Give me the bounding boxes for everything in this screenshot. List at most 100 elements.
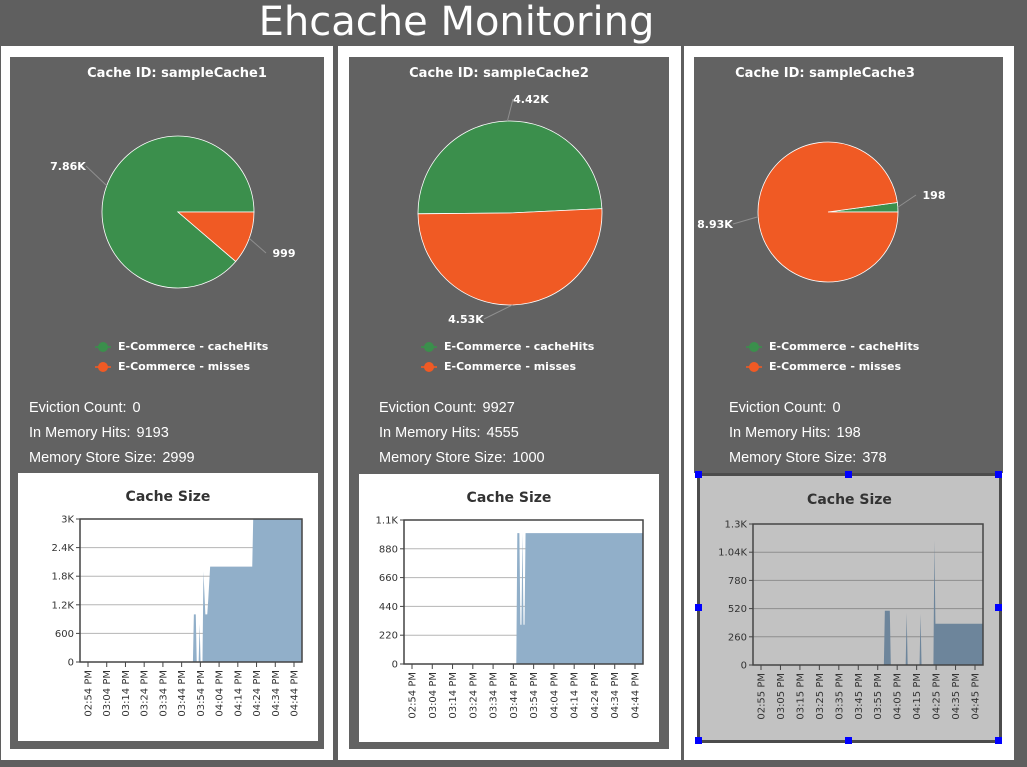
resize-handle-top-right[interactable]: [995, 471, 1002, 478]
x-tick-label: 04:05 PM: [893, 673, 904, 720]
pie-legend-2: E-Commerce - cacheHits E-Commerce - miss…: [420, 337, 594, 377]
resize-handle-left[interactable]: [695, 604, 702, 611]
page-title: Ehcache Monitoring: [258, 0, 655, 45]
pie-legend-1: E-Commerce - cacheHits E-Commerce - miss…: [94, 337, 268, 377]
cache-title-3: Cache ID: sampleCache3: [735, 66, 915, 81]
resize-handle-bottom[interactable]: [845, 737, 852, 744]
x-tick-label: 04:34 PM: [610, 672, 621, 719]
x-tick-label: 02:54 PM: [408, 672, 419, 719]
hits-misses-pie-chart-1: 7.86K 999: [50, 135, 295, 289]
y-tick-label: 600: [55, 629, 74, 640]
cache-size-chart-title: Cache Size: [125, 489, 211, 505]
misses-legend-icon: [746, 362, 762, 372]
y-tick-label: 260: [728, 632, 747, 643]
x-tick-label: 03:25 PM: [815, 673, 826, 720]
eviction-count-stat: Eviction Count: 0: [29, 400, 141, 416]
cache-title-1: Cache ID: sampleCache1: [87, 66, 267, 81]
x-tick-label: 03:35 PM: [834, 673, 845, 720]
cache-size-area-series[interactable]: [80, 519, 302, 662]
cache-size-area-series[interactable]: [753, 540, 983, 665]
legend-item-hits[interactable]: E-Commerce - cacheHits: [94, 337, 268, 357]
pie-slice-hits[interactable]: [417, 120, 603, 215]
x-tick-label: 03:24 PM: [140, 670, 151, 717]
cache-stats-2: Eviction Count: 9927 In Memory Hits: 4555 …: [379, 396, 545, 471]
y-tick-label: 1.8K: [52, 572, 75, 583]
legend-item-misses[interactable]: E-Commerce - misses: [745, 357, 919, 377]
resize-handle-top[interactable]: [845, 471, 852, 478]
y-tick-label: 1.1K: [376, 516, 399, 527]
x-tick-label: 03:24 PM: [468, 672, 479, 719]
x-tick-label: 04:15 PM: [912, 673, 923, 720]
pie-label-connector: [732, 216, 759, 225]
x-tick-label: 04:45 PM: [971, 673, 982, 720]
pie-label-connector: [85, 165, 108, 186]
pie-data-label: 4.42K: [513, 93, 549, 106]
x-tick-label: 03:54 PM: [529, 672, 540, 719]
y-tick-label: 440: [379, 602, 398, 613]
legend-item-misses[interactable]: E-Commerce - misses: [420, 357, 594, 377]
hits-misses-pie-chart-2: 4.42K 4.53K: [417, 93, 603, 326]
cache-size-area-series[interactable]: [404, 533, 643, 664]
pie-data-label: 198: [923, 189, 946, 202]
x-tick-label: 04:44 PM: [631, 672, 642, 719]
eviction-count-stat: Eviction Count: 0: [729, 400, 841, 416]
x-tick-label: 04:34 PM: [271, 670, 282, 717]
y-tick-label: 520: [728, 604, 747, 615]
y-tick-label: 1.3K: [725, 520, 748, 531]
cache-size-chart-1[interactable]: Cache Size 0 600 1.2K 1.8K 2.4K 3K 02:54 PM 03:…: [18, 473, 318, 741]
plot-area-border: [79, 518, 303, 663]
x-tick-label: 02:55 PM: [757, 673, 768, 720]
x-tick-label: 04:24 PM: [590, 672, 601, 719]
pie-legend-3: E-Commerce - cacheHits E-Commerce - miss…: [745, 337, 919, 377]
x-tick-label: 03:44 PM: [509, 672, 520, 719]
cache-size-chart-title: Cache Size: [807, 492, 892, 508]
misses-legend-icon: [421, 362, 437, 372]
plot-area-border: [752, 523, 984, 666]
legend-item-hits[interactable]: E-Commerce - cacheHits: [745, 337, 919, 357]
x-tick-label: 03:55 PM: [873, 673, 884, 720]
pie-label-connector: [483, 304, 513, 320]
cache-stats-1: Eviction Count: 0 In Memory Hits: 9193 Mem…: [29, 396, 195, 471]
x-tick-label: 04:24 PM: [252, 670, 263, 717]
x-tick-label: 03:05 PM: [776, 673, 787, 720]
pie-label-connector: [248, 237, 267, 254]
x-tick-label: 03:04 PM: [102, 670, 113, 717]
hits-legend-icon: [95, 342, 111, 352]
pie-slice-misses[interactable]: [417, 208, 603, 306]
x-tick-label: 04:04 PM: [549, 672, 560, 719]
cache-size-area-chart: 0 220 440 660 880 1.1K 02:54 PM 03:04 PM 03:14 P…: [376, 516, 644, 719]
y-tick-label: 880: [379, 544, 398, 555]
pie-data-label: 4.53K: [448, 313, 484, 326]
x-tick-label: 03:44 PM: [177, 670, 188, 717]
x-tick-label: 04:35 PM: [951, 673, 962, 720]
pie-label-connector: [897, 194, 917, 208]
x-tick-label: 02:54 PM: [84, 670, 95, 717]
y-tick-label: 0: [392, 660, 398, 671]
in-memory-hits-stat: In Memory Hits: 198: [729, 425, 861, 441]
legend-item-hits[interactable]: E-Commerce - cacheHits: [420, 337, 594, 357]
pie-data-label: 7.86K: [50, 160, 86, 173]
x-tick-label: 03:14 PM: [121, 670, 132, 717]
y-tick-label: 3K: [61, 515, 74, 526]
y-tick-label: 1.04K: [718, 548, 747, 559]
pie-slice-misses[interactable]: [757, 141, 899, 283]
resize-handle-top-left[interactable]: [695, 471, 702, 478]
eviction-count-stat: Eviction Count: 9927: [379, 400, 515, 416]
legend-item-misses[interactable]: E-Commerce - misses: [94, 357, 268, 377]
x-tick-label: 04:44 PM: [290, 670, 301, 717]
x-tick-label: 04:14 PM: [233, 670, 244, 717]
memory-store-size-stat: Memory Store Size: 1000: [379, 450, 545, 466]
misses-legend-icon: [95, 362, 111, 372]
x-tick-label: 03:15 PM: [795, 673, 806, 720]
y-tick-label: 0: [741, 661, 747, 672]
x-tick-label: 03:54 PM: [196, 670, 207, 717]
in-memory-hits-stat: In Memory Hits: 9193: [29, 425, 169, 441]
resize-handle-bottom-right[interactable]: [995, 737, 1002, 744]
cache-title-2: Cache ID: sampleCache2: [409, 66, 589, 81]
x-tick-label: 03:34 PM: [489, 672, 500, 719]
resize-handle-bottom-left[interactable]: [695, 737, 702, 744]
resize-handle-right[interactable]: [995, 604, 1002, 611]
cache-size-chart-2[interactable]: Cache Size 0 220 440 660 880 1.1K 02:54 PM 03:0…: [359, 474, 659, 742]
y-tick-label: 220: [379, 631, 398, 642]
cache-size-chart-3[interactable]: Cache Size 0 260 520 780 1.04K 1.3K 02:55 PM 03…: [697, 473, 1002, 743]
